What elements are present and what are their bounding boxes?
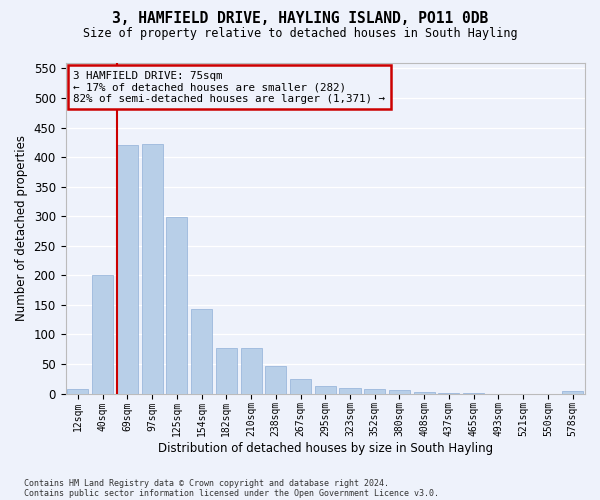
Bar	[413, 392, 435, 394]
Text: 3, HAMFIELD DRIVE, HAYLING ISLAND, PO11 0DB: 3, HAMFIELD DRIVE, HAYLING ISLAND, PO11 …	[112, 11, 488, 26]
Bar	[191, 309, 212, 394]
Y-axis label: Number of detached properties: Number of detached properties	[15, 135, 28, 321]
Bar	[241, 348, 262, 394]
Bar	[562, 390, 583, 394]
Bar	[166, 218, 187, 394]
Bar	[92, 276, 113, 394]
Text: 3 HAMFIELD DRIVE: 75sqm
← 17% of detached houses are smaller (282)
82% of semi-d: 3 HAMFIELD DRIVE: 75sqm ← 17% of detache…	[73, 71, 385, 104]
Text: Contains HM Land Registry data © Crown copyright and database right 2024.
Contai: Contains HM Land Registry data © Crown c…	[24, 479, 439, 498]
Bar	[340, 388, 361, 394]
Bar	[315, 386, 336, 394]
Bar	[389, 390, 410, 394]
Bar	[67, 389, 88, 394]
Bar	[216, 348, 237, 394]
Bar	[265, 366, 286, 394]
Bar	[364, 389, 385, 394]
Bar	[142, 144, 163, 394]
Text: Size of property relative to detached houses in South Hayling: Size of property relative to detached ho…	[83, 28, 517, 40]
Bar	[290, 379, 311, 394]
Bar	[117, 146, 138, 394]
Bar	[439, 393, 460, 394]
Bar	[463, 393, 484, 394]
X-axis label: Distribution of detached houses by size in South Hayling: Distribution of detached houses by size …	[158, 442, 493, 455]
